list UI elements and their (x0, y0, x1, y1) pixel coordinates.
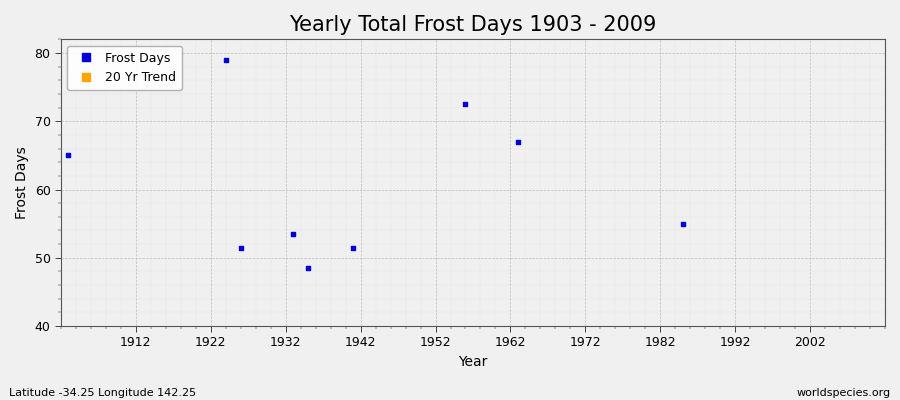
Point (458, 101, 473, 107)
Point (346, 244, 360, 251)
Title: Yearly Total Frost Days 1903 - 2009: Yearly Total Frost Days 1903 - 2009 (289, 15, 657, 35)
Point (219, 57, 233, 63)
Y-axis label: Frost Days: Frost Days (15, 146, 29, 219)
Point (676, 220, 690, 227)
Point (510, 138, 525, 145)
Legend: Frost Days, 20 Yr Trend: Frost Days, 20 Yr Trend (68, 46, 182, 90)
X-axis label: Year: Year (458, 355, 488, 369)
Point (234, 244, 248, 251)
Text: Latitude -34.25 Longitude 142.25: Latitude -34.25 Longitude 142.25 (9, 388, 196, 398)
Text: worldspecies.org: worldspecies.org (796, 388, 891, 398)
Point (286, 231, 301, 237)
Point (301, 265, 315, 271)
Point (61, 152, 76, 158)
